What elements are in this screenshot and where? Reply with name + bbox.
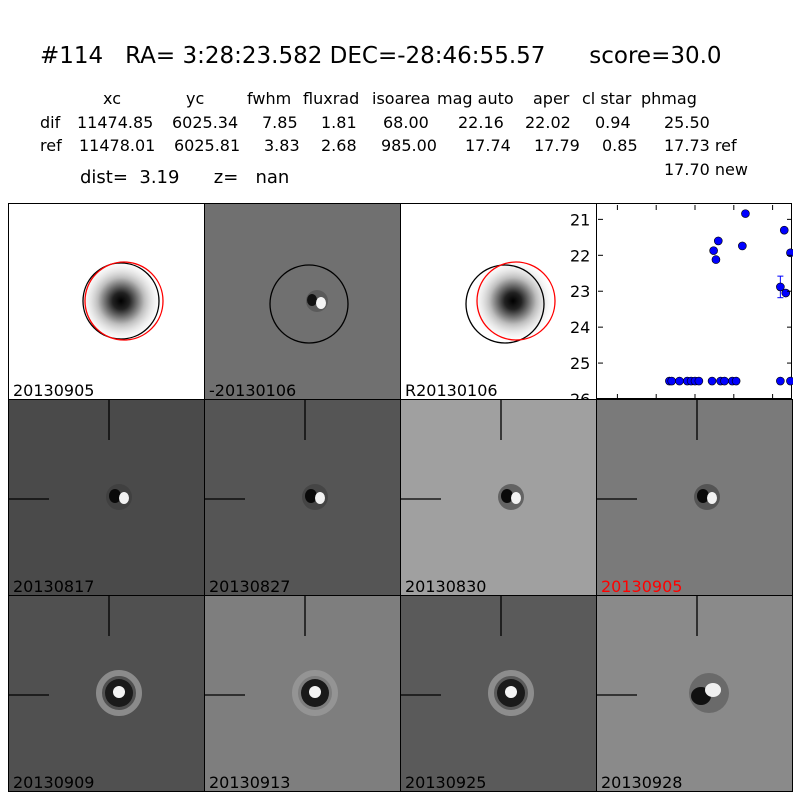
col-header-yc: yc [186, 89, 205, 108]
stamp-date-label: 20130817 [13, 577, 95, 596]
data-point [675, 376, 684, 386]
y-tick-label: 22 [570, 246, 590, 265]
dif-isoarea: 68.00 [383, 113, 429, 132]
data-point [786, 248, 793, 258]
stamp-date-label: 20130925 [405, 773, 487, 792]
y-tick-label: 21 [570, 210, 590, 229]
data-point [711, 255, 721, 264]
dif-fwhm: 7.85 [262, 113, 298, 132]
ref-fluxrad: 2.68 [321, 136, 357, 155]
data-point [713, 236, 723, 246]
col-header-cl-star: cl star [582, 89, 632, 108]
ref-isoarea: 985.00 [381, 136, 437, 155]
dif-phmag: 25.50 [664, 113, 710, 132]
difference-stamp: 20130817 [8, 399, 205, 596]
data-point [667, 376, 677, 386]
stamp-date-label: 20130905 [601, 577, 683, 596]
phmag-new: 17.70 new [664, 160, 748, 179]
row-label-ref: ref [40, 136, 62, 155]
dif-xc: 11474.85 [77, 113, 154, 132]
difference-stamp-graphic [597, 596, 792, 791]
difference-stamp: 20130909 [8, 595, 205, 792]
row-label-dif: dif [40, 113, 61, 132]
col-header-mag-auto: mag auto [437, 89, 514, 108]
dif-aper: 22.02 [525, 113, 571, 132]
stamp-reference-image: R20130106 [400, 203, 597, 400]
col-header-fwhm: fwhm [247, 89, 292, 108]
data-point [707, 376, 717, 386]
col-header-aper: aper [533, 89, 570, 108]
dif-cl-star: 0.94 [595, 113, 631, 132]
ref-aperture-circle [269, 264, 349, 344]
difference-stamp-graphic [205, 400, 400, 595]
ref-cl-star: 0.85 [602, 136, 638, 155]
stamp-date-label: 20130909 [13, 773, 95, 792]
difference-stamp: 20130905 [596, 399, 793, 596]
ref-aper: 17.79 [534, 136, 580, 155]
ref-aperture-circle [465, 264, 545, 344]
y-tick-label: 23 [570, 282, 590, 301]
new-aperture-circle [84, 261, 164, 341]
ref-yc: 6025.81 [174, 136, 241, 155]
y-tick-label: 25 [570, 354, 590, 373]
difference-stamp-graphic [597, 400, 792, 595]
data-point [781, 288, 791, 298]
dif-mag-auto: 22.16 [458, 113, 504, 132]
difference-stamp: 20130827 [204, 399, 401, 596]
col-header-xc: xc [103, 89, 121, 108]
data-point [694, 376, 704, 386]
data-point [776, 282, 785, 292]
stamp-new-image: 20130905 [8, 203, 205, 400]
difference-stamp: 20130925 [400, 595, 597, 792]
stamp-date-label: 20130830 [405, 577, 487, 596]
new-aperture-circle [476, 261, 556, 341]
difference-stamp-graphic [9, 400, 204, 595]
stamp-new-image-graphic [9, 204, 204, 399]
difference-stamp-graphic [205, 596, 400, 791]
difference-stamp-graphic [9, 596, 204, 791]
data-point [709, 246, 718, 255]
difference-stamp: 20130928 [596, 595, 793, 792]
stamp-label: -20130106 [209, 381, 297, 400]
data-point [741, 209, 750, 218]
data-point [720, 376, 729, 386]
col-header-phmag: phmag [641, 89, 697, 108]
stamp-date-label: 20130913 [209, 773, 291, 792]
data-point [738, 241, 747, 251]
difference-stamp: 20130830 [400, 399, 597, 596]
stamp-label: R20130106 [405, 381, 498, 400]
stamp-reference-graphic [401, 204, 596, 399]
stamp-difference-image: -20130106 [204, 203, 401, 400]
stamp-date-label: 20130928 [601, 773, 683, 792]
ref-mag-auto: 17.74 [465, 136, 511, 155]
data-point [776, 376, 785, 386]
candidate-title: #114 RA= 3:28:23.582 DEC=-28:46:55.57 sc… [40, 43, 722, 69]
data-point [779, 225, 789, 235]
stamp-date-label: 20130827 [209, 577, 291, 596]
data-point [786, 376, 793, 386]
ref-xc: 11478.01 [79, 136, 156, 155]
ref-aperture-circle [82, 262, 160, 340]
ref-fwhm: 3.83 [264, 136, 300, 155]
dist-z-line: dist= 3.19 z= nan [80, 167, 290, 188]
difference-stamp: 20130913 [204, 595, 401, 792]
ref-phmag: 17.73 ref [664, 136, 737, 155]
dif-yc: 6025.34 [172, 113, 239, 132]
difference-stamp-graphic [401, 596, 596, 791]
dif-fluxrad: 1.81 [321, 113, 357, 132]
stamp-label: 20130905 [13, 381, 95, 400]
difference-stamp-graphic [401, 400, 596, 595]
col-header-isoarea: isoarea [372, 89, 431, 108]
data-point [731, 376, 741, 386]
y-tick-label: 24 [570, 318, 590, 337]
stamp-difference-graphic [205, 204, 400, 399]
col-header-fluxrad: fluxrad [303, 89, 360, 108]
